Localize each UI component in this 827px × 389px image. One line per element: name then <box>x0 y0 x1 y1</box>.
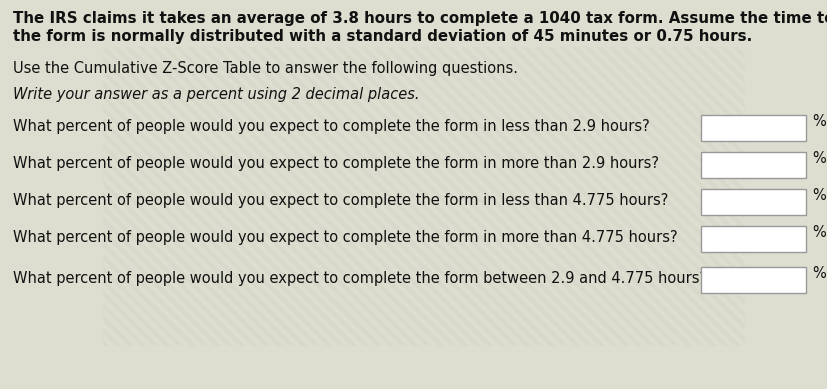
Polygon shape <box>607 47 827 346</box>
Polygon shape <box>496 47 803 346</box>
Polygon shape <box>484 47 791 346</box>
Polygon shape <box>112 47 419 346</box>
Text: Write your answer as a percent using 2 decimal places.: Write your answer as a percent using 2 d… <box>13 87 419 102</box>
Polygon shape <box>434 47 741 346</box>
Polygon shape <box>731 47 827 346</box>
Text: What percent of people would you expect to complete the form in less than 4.775 : What percent of people would you expect … <box>13 193 667 208</box>
Polygon shape <box>756 47 827 346</box>
Polygon shape <box>37 47 345 346</box>
Polygon shape <box>298 47 605 346</box>
Polygon shape <box>186 47 494 346</box>
Text: What percent of people would you expect to complete the form in more than 2.9 ho: What percent of people would you expect … <box>13 156 658 171</box>
Text: %: % <box>811 114 825 129</box>
Text: What percent of people would you expect to complete the form in more than 4.775 : What percent of people would you expect … <box>13 230 676 245</box>
Polygon shape <box>447 47 753 346</box>
Polygon shape <box>644 47 827 346</box>
Polygon shape <box>310 47 617 346</box>
Polygon shape <box>248 47 556 346</box>
Polygon shape <box>793 47 827 346</box>
Polygon shape <box>236 47 543 346</box>
Polygon shape <box>706 47 827 346</box>
Polygon shape <box>557 47 827 346</box>
Polygon shape <box>273 47 581 346</box>
Polygon shape <box>459 47 766 346</box>
Polygon shape <box>545 47 827 346</box>
Polygon shape <box>422 47 729 346</box>
Text: %: % <box>811 225 825 240</box>
Polygon shape <box>360 47 667 346</box>
Polygon shape <box>0 47 184 346</box>
Polygon shape <box>509 47 815 346</box>
Polygon shape <box>0 47 134 346</box>
Polygon shape <box>0 47 196 346</box>
Polygon shape <box>25 47 332 346</box>
Text: The IRS claims it takes an average of 3.8 hours to complete a 1040 tax form. Ass: The IRS claims it takes an average of 3.… <box>13 11 827 26</box>
Polygon shape <box>0 47 122 346</box>
Polygon shape <box>0 47 233 346</box>
Polygon shape <box>719 47 827 346</box>
Polygon shape <box>805 47 827 346</box>
Text: the form is normally distributed with a standard deviation of 45 minutes or 0.75: the form is normally distributed with a … <box>13 28 752 44</box>
Polygon shape <box>0 47 258 346</box>
Polygon shape <box>0 47 171 346</box>
Polygon shape <box>198 47 506 346</box>
Text: %: % <box>811 266 825 281</box>
Text: Use the Cumulative Z-Score Table to answer the following questions.: Use the Cumulative Z-Score Table to answ… <box>13 61 518 76</box>
Polygon shape <box>533 47 827 346</box>
Polygon shape <box>211 47 519 346</box>
Polygon shape <box>657 47 827 346</box>
Polygon shape <box>0 47 159 346</box>
Polygon shape <box>595 47 827 346</box>
Text: %: % <box>811 151 825 166</box>
Polygon shape <box>161 47 469 346</box>
Polygon shape <box>0 47 208 346</box>
Polygon shape <box>223 47 531 346</box>
Polygon shape <box>471 47 778 346</box>
Polygon shape <box>0 47 295 346</box>
Polygon shape <box>1 47 308 346</box>
Polygon shape <box>99 47 407 346</box>
Polygon shape <box>372 47 679 346</box>
Polygon shape <box>50 47 357 346</box>
Polygon shape <box>347 47 654 346</box>
Polygon shape <box>681 47 827 346</box>
Text: %: % <box>811 188 825 203</box>
Polygon shape <box>285 47 593 346</box>
Polygon shape <box>74 47 382 346</box>
Polygon shape <box>781 47 827 346</box>
Polygon shape <box>0 47 270 346</box>
Polygon shape <box>619 47 827 346</box>
Polygon shape <box>149 47 457 346</box>
Polygon shape <box>669 47 827 346</box>
Polygon shape <box>0 47 221 346</box>
Polygon shape <box>570 47 827 346</box>
Text: What percent of people would you expect to complete the form between 2.9 and 4.7: What percent of people would you expect … <box>13 271 706 286</box>
Polygon shape <box>385 47 691 346</box>
Polygon shape <box>582 47 827 346</box>
Polygon shape <box>0 47 146 346</box>
Polygon shape <box>632 47 827 346</box>
Polygon shape <box>768 47 827 346</box>
Polygon shape <box>335 47 642 346</box>
Polygon shape <box>397 47 704 346</box>
Polygon shape <box>520 47 827 346</box>
Polygon shape <box>174 47 481 346</box>
Polygon shape <box>261 47 568 346</box>
Polygon shape <box>409 47 716 346</box>
Polygon shape <box>136 47 444 346</box>
Polygon shape <box>694 47 827 346</box>
Text: What percent of people would you expect to complete the form in less than 2.9 ho: What percent of people would you expect … <box>13 119 649 134</box>
Polygon shape <box>87 47 394 346</box>
Polygon shape <box>323 47 629 346</box>
Polygon shape <box>0 47 246 346</box>
Polygon shape <box>818 47 827 346</box>
Polygon shape <box>62 47 370 346</box>
Polygon shape <box>12 47 320 346</box>
Polygon shape <box>0 47 109 346</box>
Polygon shape <box>0 47 283 346</box>
Polygon shape <box>124 47 432 346</box>
Polygon shape <box>743 47 827 346</box>
